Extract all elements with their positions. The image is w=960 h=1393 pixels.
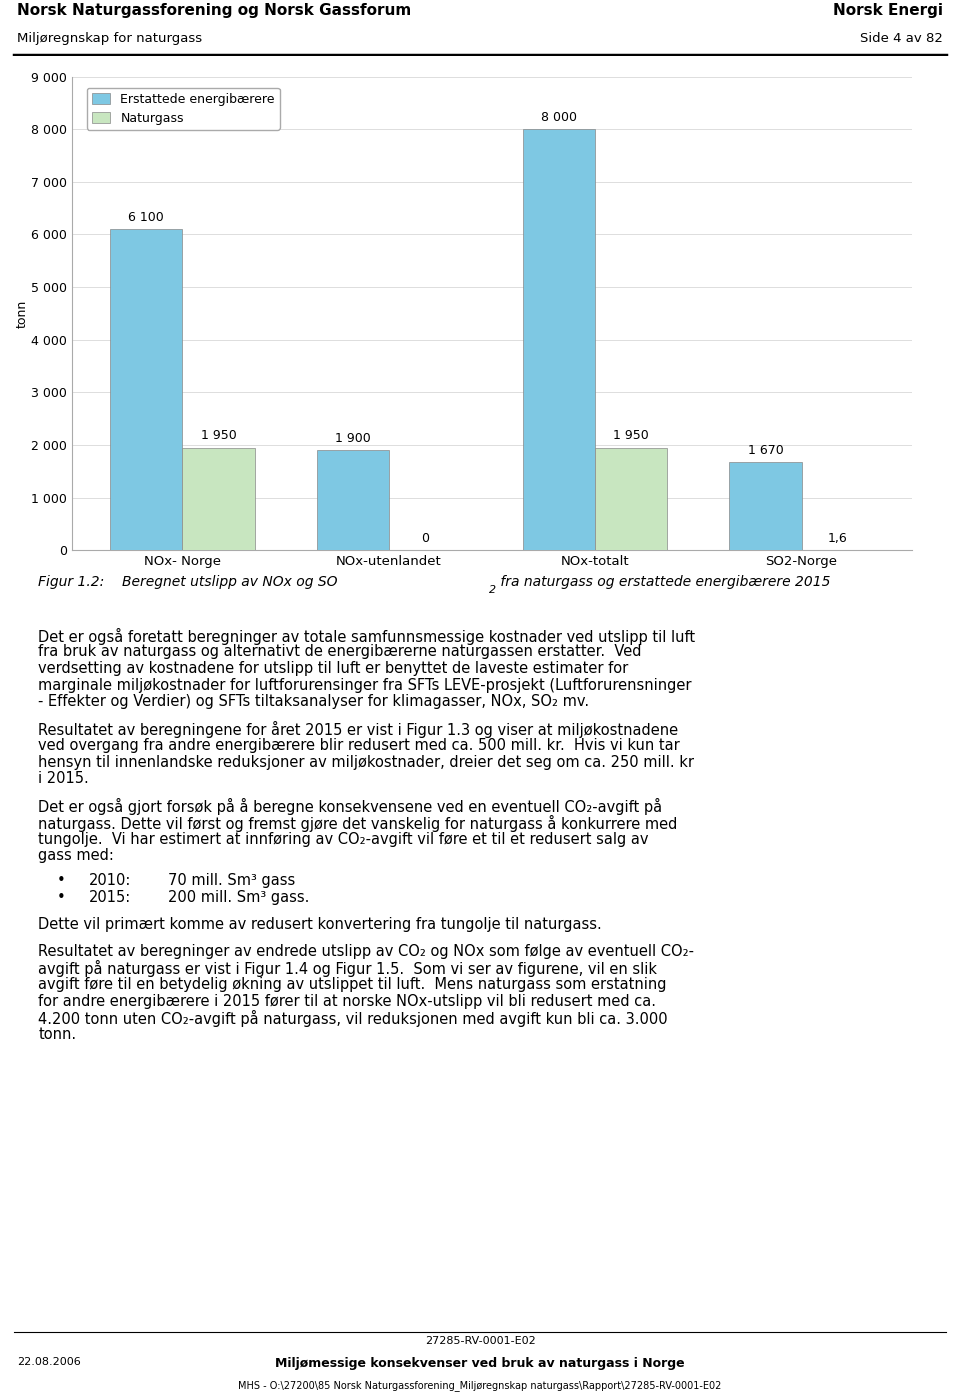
Text: ved overgang fra andre energibærere blir redusert med ca. 500 mill. kr.  Hvis vi: ved overgang fra andre energibærere blir…	[38, 738, 680, 754]
Text: Det er også foretatt beregninger av totale samfunnsmessige kostnader ved utslipp: Det er også foretatt beregninger av tota…	[38, 628, 696, 645]
Text: 1 670: 1 670	[748, 444, 783, 457]
Text: 27285-RV-0001-E02: 27285-RV-0001-E02	[424, 1336, 536, 1346]
Text: Beregnet utslipp av NOx og SO: Beregnet utslipp av NOx og SO	[122, 575, 338, 589]
Bar	[110, 230, 182, 550]
Bar	[730, 462, 802, 550]
Text: 2015:: 2015:	[89, 890, 132, 905]
Text: - Effekter og Verdier) og SFTs tiltaksanalyser for klimagasser, NOx, SO₂ mv.: - Effekter og Verdier) og SFTs tiltaksan…	[38, 695, 589, 709]
Text: MHS - O:\27200\85 Norsk Naturgassforening_Miljøregnskap naturgass\Rapport\27285-: MHS - O:\27200\85 Norsk Naturgassforenin…	[238, 1380, 722, 1392]
Text: Norsk Naturgassforening og Norsk Gassforum: Norsk Naturgassforening og Norsk Gassfor…	[17, 3, 412, 18]
Text: 1 950: 1 950	[613, 429, 649, 443]
Legend: Erstattede energibærere, Naturgass: Erstattede energibærere, Naturgass	[86, 88, 280, 130]
Text: tonn.: tonn.	[38, 1027, 77, 1042]
Text: fra naturgass og erstattede energibærere 2015: fra naturgass og erstattede energibærere…	[496, 575, 830, 589]
Bar	[595, 447, 667, 550]
Text: •: •	[57, 890, 65, 905]
Text: Miljøregnskap for naturgass: Miljøregnskap for naturgass	[17, 32, 203, 46]
Text: Miljømessige konsekvenser ved bruk av naturgass i Norge: Miljømessige konsekvenser ved bruk av na…	[276, 1357, 684, 1369]
Text: 0: 0	[420, 532, 429, 545]
Text: •: •	[57, 873, 65, 889]
Text: for andre energibærere i 2015 fører til at norske NOx-utslipp vil bli redusert m: for andre energibærere i 2015 fører til …	[38, 993, 657, 1009]
Text: 200 mill. Sm³ gass.: 200 mill. Sm³ gass.	[168, 890, 309, 905]
Text: tungolje.  Vi har estimert at innføring av CO₂-avgift vil føre et til et reduser: tungolje. Vi har estimert at innføring a…	[38, 832, 649, 847]
Text: avgift på naturgass er vist i Figur 1.4 og Figur 1.5.  Som vi ser av figurene, v: avgift på naturgass er vist i Figur 1.4 …	[38, 960, 658, 978]
Text: hensyn til innenlandske reduksjoner av miljøkostnader, dreier det seg om ca. 250: hensyn til innenlandske reduksjoner av m…	[38, 755, 694, 770]
Text: 2010:: 2010:	[89, 873, 132, 889]
Text: naturgass. Dette vil først og fremst gjøre det vanskelig for naturgass å konkurr: naturgass. Dette vil først og fremst gjø…	[38, 815, 678, 832]
Text: i 2015.: i 2015.	[38, 772, 89, 787]
Text: 22.08.2006: 22.08.2006	[17, 1357, 81, 1367]
Bar	[523, 130, 595, 550]
Text: gass med:: gass med:	[38, 848, 114, 864]
Y-axis label: tonn: tonn	[15, 299, 29, 327]
Text: 6 100: 6 100	[129, 210, 164, 224]
Text: 1 950: 1 950	[201, 429, 236, 443]
Text: verdsetting av kostnadene for utslipp til luft er benyttet de laveste estimater : verdsetting av kostnadene for utslipp ti…	[38, 662, 629, 676]
Bar	[317, 450, 389, 550]
Text: Dette vil primært komme av redusert konvertering fra tungolje til naturgass.: Dette vil primært komme av redusert konv…	[38, 917, 602, 932]
Text: 1,6: 1,6	[828, 532, 848, 545]
Text: 2: 2	[489, 585, 496, 595]
Text: Resultatet av beregningene for året 2015 er vist i Figur 1.3 og viser at miljøko: Resultatet av beregningene for året 2015…	[38, 722, 679, 738]
Text: fra bruk av naturgass og alternativt de energibærerne naturgassen erstatter.  Ve: fra bruk av naturgass og alternativt de …	[38, 645, 642, 659]
Text: 4.200 tonn uten CO₂-avgift på naturgass, vil reduksjonen med avgift kun bli ca. : 4.200 tonn uten CO₂-avgift på naturgass,…	[38, 1010, 668, 1028]
Text: Norsk Energi: Norsk Energi	[832, 3, 943, 18]
Bar	[182, 447, 254, 550]
Text: 1 900: 1 900	[335, 432, 371, 444]
Text: Side 4 av 82: Side 4 av 82	[860, 32, 943, 46]
Text: Resultatet av beregninger av endrede utslipp av CO₂ og NOx som følge av eventuel: Resultatet av beregninger av endrede uts…	[38, 943, 694, 958]
Text: Figur 1.2:: Figur 1.2:	[38, 575, 105, 589]
Text: 8 000: 8 000	[541, 111, 577, 124]
Text: 70 mill. Sm³ gass: 70 mill. Sm³ gass	[168, 873, 295, 889]
Text: avgift føre til en betydelig økning av utslippet til luft.  Mens naturgass som e: avgift føre til en betydelig økning av u…	[38, 976, 667, 992]
Text: Det er også gjort forsøk på å beregne konsekvensene ved en eventuell CO₂-avgift : Det er også gjort forsøk på å beregne ko…	[38, 798, 662, 815]
Text: marginale miljøkostnader for luftforurensinger fra SFTs LEVE-prosjekt (Luftforur: marginale miljøkostnader for luftforuren…	[38, 678, 692, 692]
